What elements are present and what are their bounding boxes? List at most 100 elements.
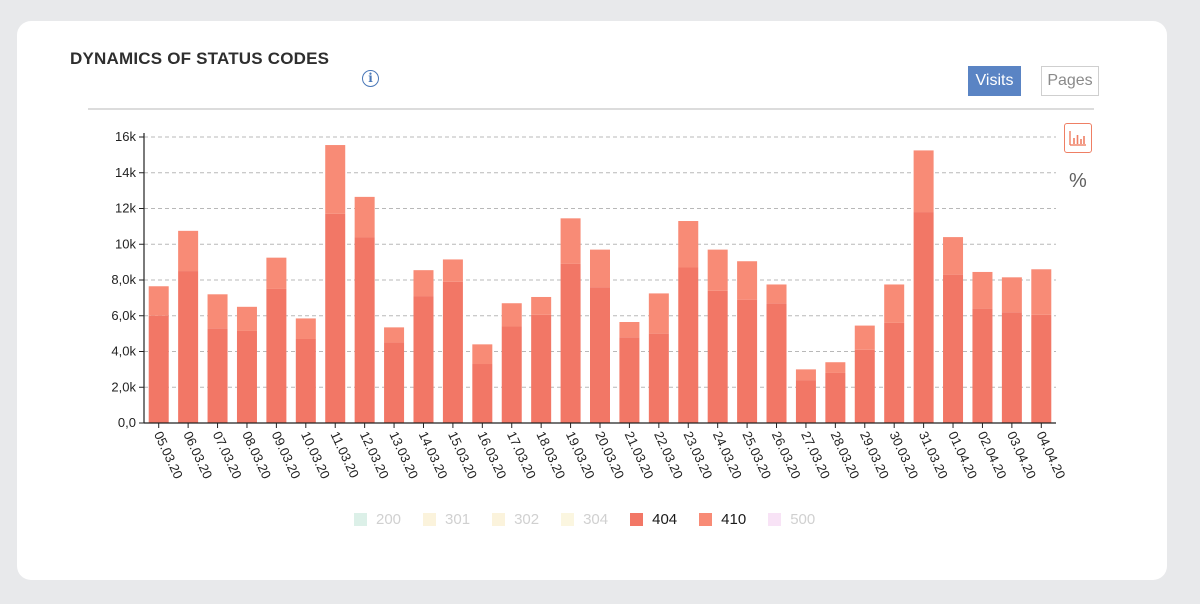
y-tick-label: 4,0k — [111, 344, 136, 359]
bar-404[interactable] — [943, 274, 964, 423]
y-tick-label: 12k — [115, 201, 136, 216]
bar-404[interactable] — [384, 342, 405, 423]
bar-410[interactable] — [178, 230, 199, 272]
legend-swatch — [492, 512, 506, 526]
bar-404[interactable] — [295, 338, 316, 423]
bar-404[interactable] — [1031, 314, 1052, 423]
bar-410[interactable] — [442, 259, 463, 282]
bar-410[interactable] — [884, 284, 905, 323]
x-tick-label: 05.03.20 — [151, 429, 186, 481]
bar-404[interactable] — [972, 308, 993, 423]
legend-label: 301 — [445, 510, 471, 528]
bar-404[interactable] — [884, 322, 905, 423]
y-tick-label: 2,0k — [111, 379, 136, 394]
bar-410[interactable] — [501, 303, 522, 327]
bar-404[interactable] — [825, 372, 846, 423]
bar-404[interactable] — [619, 337, 640, 423]
info-circle-icon[interactable]: i — [362, 70, 379, 87]
bar-404[interactable] — [236, 330, 257, 423]
bar-410[interactable] — [1031, 269, 1052, 315]
bar-404[interactable] — [766, 303, 787, 423]
chart-title: DYNAMICS OF STATUS CODES — [70, 49, 330, 68]
percent-icon[interactable]: % — [1069, 170, 1087, 192]
legend-label: 410 — [721, 510, 747, 528]
chart-legend: 200 301 302 304 404 410 500 — [354, 509, 837, 529]
visits-button[interactable]: Visits — [968, 66, 1021, 96]
bar-404[interactable] — [531, 314, 552, 423]
bar-410[interactable] — [825, 362, 846, 373]
bar-404[interactable] — [737, 299, 758, 423]
bar-404[interactable] — [707, 290, 728, 423]
bar-404[interactable] — [648, 333, 669, 423]
legend-label: 200 — [376, 510, 402, 528]
bar-410[interactable] — [325, 145, 346, 214]
bar-404[interactable] — [325, 213, 346, 423]
bar-410[interactable] — [236, 306, 257, 331]
legend-item-500[interactable]: 500 — [768, 511, 815, 528]
legend-item-200[interactable]: 200 — [354, 511, 401, 528]
legend-label: 404 — [652, 510, 678, 528]
legend-label: 500 — [790, 510, 816, 528]
bar-404[interactable] — [560, 263, 581, 423]
y-tick-label: 0,0 — [118, 415, 136, 430]
bar-410[interactable] — [354, 196, 375, 238]
bar-410[interactable] — [266, 257, 287, 289]
bar-404[interactable] — [913, 212, 934, 423]
bar-404[interactable] — [678, 267, 699, 423]
bar-410[interactable] — [795, 369, 816, 381]
bar-chart-icon[interactable] — [1064, 123, 1092, 153]
y-tick-label: 14k — [115, 165, 136, 180]
bar-404[interactable] — [207, 328, 228, 423]
bar-410[interactable] — [943, 237, 964, 275]
bar-410[interactable] — [1001, 277, 1022, 313]
bar-410[interactable] — [472, 344, 493, 365]
bar-410[interactable] — [913, 150, 934, 213]
bar-410[interactable] — [590, 249, 610, 288]
bar-410[interactable] — [413, 270, 434, 297]
bar-404[interactable] — [266, 288, 287, 423]
bar-404[interactable] — [178, 271, 199, 423]
bar-410[interactable] — [207, 294, 228, 329]
bar-410[interactable] — [560, 218, 581, 264]
legend-swatch — [699, 512, 713, 526]
legend-item-304[interactable]: 304 — [561, 511, 608, 528]
bar-410[interactable] — [972, 271, 993, 309]
bar-410[interactable] — [148, 286, 169, 316]
header-divider — [88, 108, 1094, 110]
y-tick-label: 8,0k — [111, 272, 136, 287]
bar-410[interactable] — [531, 296, 552, 315]
bar-404[interactable] — [472, 364, 493, 423]
legend-item-404[interactable]: 404 — [630, 511, 677, 528]
bar-410[interactable] — [295, 318, 316, 339]
legend-label: 304 — [583, 510, 609, 528]
legend-label: 302 — [514, 510, 540, 528]
bar-404[interactable] — [501, 326, 522, 423]
legend-swatch — [354, 512, 367, 526]
legend-swatch — [423, 512, 437, 526]
bar-404[interactable] — [795, 380, 816, 423]
bar-404[interactable] — [354, 237, 375, 423]
bar-404[interactable] — [413, 296, 434, 423]
bar-404[interactable] — [442, 281, 463, 423]
y-tick-label: 10k — [115, 236, 136, 251]
bar-410[interactable] — [678, 221, 699, 268]
pages-button[interactable]: Pages — [1041, 66, 1099, 96]
bar-404[interactable] — [1001, 312, 1022, 423]
bar-410[interactable] — [648, 293, 669, 334]
bar-410[interactable] — [384, 327, 405, 343]
y-tick-label: 6,0k — [111, 308, 136, 323]
bar-410[interactable] — [766, 284, 787, 304]
bar-404[interactable] — [590, 287, 610, 423]
bar-404[interactable] — [148, 315, 169, 423]
bar-410[interactable] — [707, 249, 728, 291]
legend-item-301[interactable]: 301 — [423, 511, 470, 528]
y-tick-label: 16k — [115, 129, 136, 144]
bar-404[interactable] — [854, 349, 875, 423]
bar-410[interactable] — [619, 322, 640, 338]
bar-410[interactable] — [737, 261, 758, 300]
legend-item-302[interactable]: 302 — [492, 511, 539, 528]
bar-410[interactable] — [854, 325, 875, 350]
legend-item-410[interactable]: 410 — [699, 511, 746, 528]
legend-swatch — [768, 512, 782, 526]
